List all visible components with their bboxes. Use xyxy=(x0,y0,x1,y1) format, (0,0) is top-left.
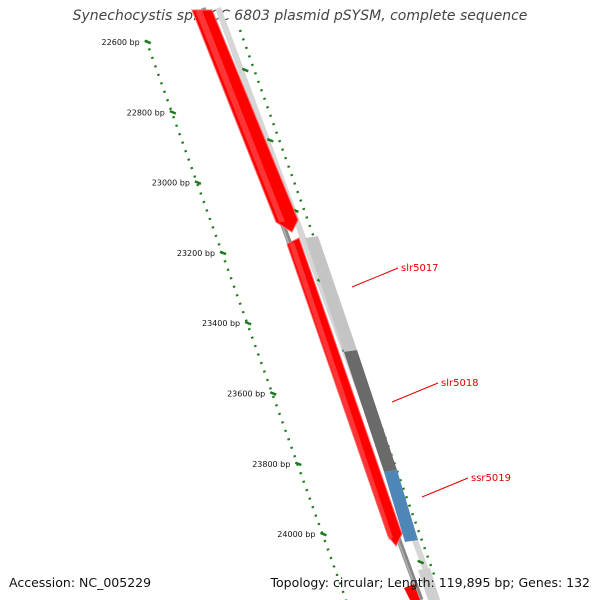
tick-mark-left xyxy=(169,109,177,115)
tick-mark-left xyxy=(294,461,302,467)
tick-label: 23200 bp xyxy=(177,249,215,258)
gene-ssr5019-block xyxy=(384,470,418,542)
tick-mark-left xyxy=(269,391,277,396)
cds-arrow-lower-shine xyxy=(289,242,393,540)
tick-label: 22800 bp xyxy=(127,108,165,117)
tick-label: 23000 bp xyxy=(152,179,190,188)
tick-labels: 22600 bp 22800 bp 23000 bp 23200 bp 23400 bp… xyxy=(102,38,316,539)
tick-mark-left xyxy=(219,250,227,256)
left-ticks xyxy=(144,39,327,537)
gene-label-slr5017[interactable]: slr5017 xyxy=(401,263,439,274)
gene-ssr5019-leader xyxy=(421,477,469,498)
gene-slr5017-leader xyxy=(351,267,399,288)
tick-label: 23400 bp xyxy=(202,319,240,328)
tick-label: 23600 bp xyxy=(227,390,265,399)
gene-label-ssr5019[interactable]: ssr5019 xyxy=(471,473,511,484)
gene-label-slr5018[interactable]: slr5018 xyxy=(441,378,479,389)
gene-slr5018-block xyxy=(344,350,397,472)
tick-mark-left xyxy=(194,180,202,185)
scale-dots-right xyxy=(238,29,438,581)
cds-fragment-bottom xyxy=(404,584,420,600)
gene-slr5017-block xyxy=(305,236,357,352)
tick-label: 22600 bp xyxy=(102,38,140,47)
accession-text: Accession: NC_005229 xyxy=(9,575,152,590)
map-title: Synechocystis sp. PCC 6803 plasmid pSYSM… xyxy=(72,8,528,24)
tick-mark-left xyxy=(144,39,152,45)
tick-mark-left xyxy=(320,531,327,537)
scale-dots-left xyxy=(144,39,348,600)
gene-slr5018-leader xyxy=(391,382,439,403)
tick-mark-right xyxy=(241,67,249,73)
cds-arrow-upper-shine xyxy=(195,10,285,222)
tick-mark-right xyxy=(266,137,274,143)
gene-fragment-bottom xyxy=(418,568,440,600)
tick-mark-left xyxy=(244,320,252,326)
topology-summary: Topology: circular; Length: 119,895 bp; … xyxy=(270,575,591,590)
tick-mark-right xyxy=(417,559,425,565)
tick-label: 24000 bp xyxy=(277,530,315,539)
tick-label: 23800 bp xyxy=(252,460,290,469)
